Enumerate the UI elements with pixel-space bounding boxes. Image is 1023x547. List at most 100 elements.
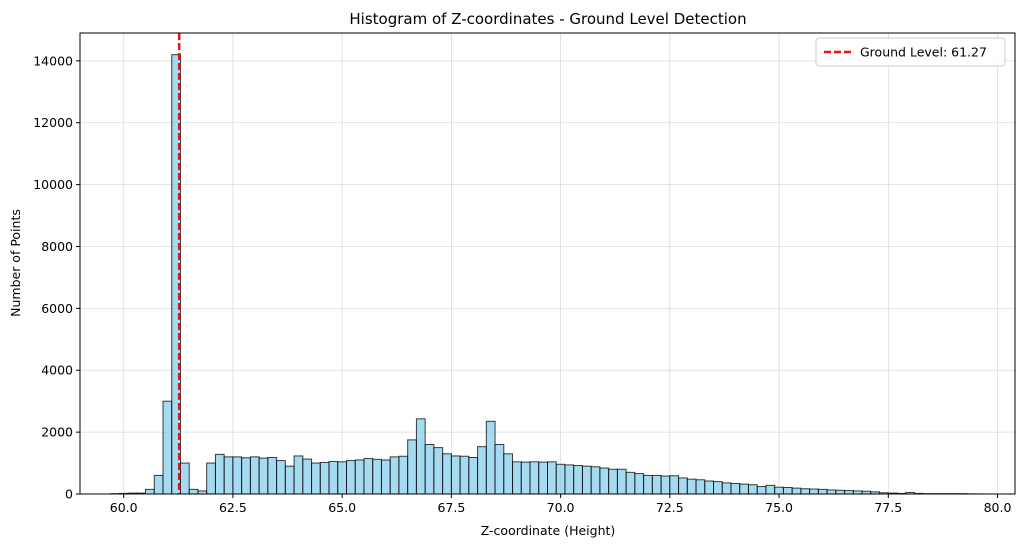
histogram-bar	[206, 462, 216, 495]
histogram-bar	[678, 477, 688, 495]
histogram-bar	[267, 456, 278, 495]
legend-box	[815, 37, 1006, 67]
x-tick-label: 67.5	[437, 500, 465, 515]
histogram-bar	[485, 420, 496, 495]
histogram-bar	[564, 464, 575, 495]
histogram-bar	[547, 461, 557, 495]
histogram-bar	[774, 486, 784, 495]
histogram-bar	[302, 458, 313, 495]
plot-frame	[79, 32, 1016, 495]
histogram-bar	[354, 459, 365, 495]
histogram-bar	[442, 453, 452, 495]
x-tick-label: 75.0	[765, 500, 793, 515]
histogram-bar	[258, 457, 269, 495]
histogram-bar	[608, 468, 618, 495]
histogram-bar	[817, 488, 828, 495]
histogram-bar	[145, 488, 155, 495]
histogram-bar	[232, 456, 243, 495]
y-tick-label: 0	[65, 487, 73, 502]
histogram-bar	[800, 488, 811, 495]
histogram-bar	[319, 461, 330, 495]
legend-label-ground-level: Ground Level: 61.27	[860, 45, 987, 60]
histogram-bar	[704, 480, 715, 495]
histogram-bar	[581, 465, 592, 495]
y-tick-label: 10000	[33, 177, 73, 192]
histogram-bar	[153, 474, 164, 495]
histogram-bar	[844, 490, 854, 495]
histogram-bar	[284, 465, 295, 495]
x-tick-label: 80.0	[984, 500, 1012, 515]
histogram-bar	[686, 478, 697, 495]
y-tick-label: 4000	[41, 363, 73, 378]
legend: Ground Level: 61.27	[815, 37, 1006, 67]
histogram-bar	[214, 453, 225, 495]
histogram-bar	[433, 447, 444, 495]
histogram-bar	[782, 487, 793, 495]
histogram-bar	[625, 471, 636, 495]
histogram-bar	[415, 418, 426, 495]
histogram-bar	[512, 461, 522, 495]
histogram-bar	[669, 475, 680, 495]
histogram-bar	[660, 475, 671, 495]
histogram-bar	[599, 467, 610, 495]
histogram-bar	[424, 443, 435, 495]
histogram-bar	[293, 455, 304, 495]
histogram-bar	[372, 458, 382, 495]
histogram-bar	[634, 473, 645, 495]
y-axis-ticks: 0 2000 4000 6000 8000 10000 12000 14000	[33, 53, 80, 502]
x-tick-label: 70.0	[547, 500, 575, 515]
histogram-bar	[520, 461, 531, 495]
histogram-bar	[276, 460, 286, 495]
x-tick-label: 72.5	[656, 500, 684, 515]
histogram-bar	[223, 456, 234, 495]
histogram-bar	[503, 453, 514, 495]
x-axis-label: Z-coordinate (Height)	[481, 523, 616, 538]
histogram-bar	[739, 483, 749, 495]
y-tick-label: 6000	[41, 301, 73, 316]
histogram-bar	[459, 455, 470, 495]
x-axis-ticks: 60.0 62.5 65.0 67.5 70.0 72.5 75.0 77.5 80.0	[110, 494, 1012, 515]
histogram-bar	[162, 400, 173, 495]
y-tick-label: 8000	[41, 239, 73, 254]
histogram-bar	[747, 484, 758, 495]
histogram-bar	[363, 457, 374, 495]
histogram-bar	[756, 486, 767, 495]
y-tick-label: 12000	[33, 115, 73, 130]
histogram-bar	[555, 463, 566, 495]
histogram-bar	[241, 457, 251, 495]
histogram-bar	[590, 466, 601, 495]
histogram-bar	[389, 456, 400, 495]
histogram-bar	[538, 461, 548, 495]
histogram-bar	[730, 482, 741, 495]
x-tick-label: 77.5	[874, 500, 902, 515]
histogram-bar	[337, 461, 348, 495]
histogram-bar	[188, 488, 199, 495]
histogram-bar	[407, 439, 417, 495]
histogram-bar	[328, 461, 339, 495]
x-tick-label: 65.0	[328, 500, 356, 515]
histogram-bar	[695, 479, 706, 495]
y-tick-label: 14000	[33, 53, 73, 68]
histogram-bar	[179, 462, 190, 495]
histogram-bar	[450, 455, 461, 495]
histogram-bar	[494, 443, 505, 495]
y-axis-label: Number of Points	[8, 209, 23, 317]
histogram-bar	[477, 446, 487, 495]
histogram-bars	[110, 54, 985, 495]
histogram-bar	[713, 481, 723, 495]
histogram-bar	[311, 462, 321, 495]
histogram-bar	[643, 474, 653, 495]
histogram-bar	[809, 488, 819, 495]
x-tick-label: 62.5	[219, 500, 247, 515]
histogram-bar	[346, 460, 356, 495]
histogram-bar	[721, 482, 732, 495]
histogram-bar	[616, 468, 627, 495]
chart-title: Histogram of Z-coordinates - Ground Leve…	[349, 10, 746, 28]
y-tick-label: 2000	[41, 425, 73, 440]
x-tick-label: 60.0	[110, 500, 138, 515]
histogram-bar	[398, 455, 409, 495]
histogram-bar	[791, 487, 802, 495]
histogram-bar	[835, 489, 846, 495]
histogram-bar	[573, 465, 583, 495]
